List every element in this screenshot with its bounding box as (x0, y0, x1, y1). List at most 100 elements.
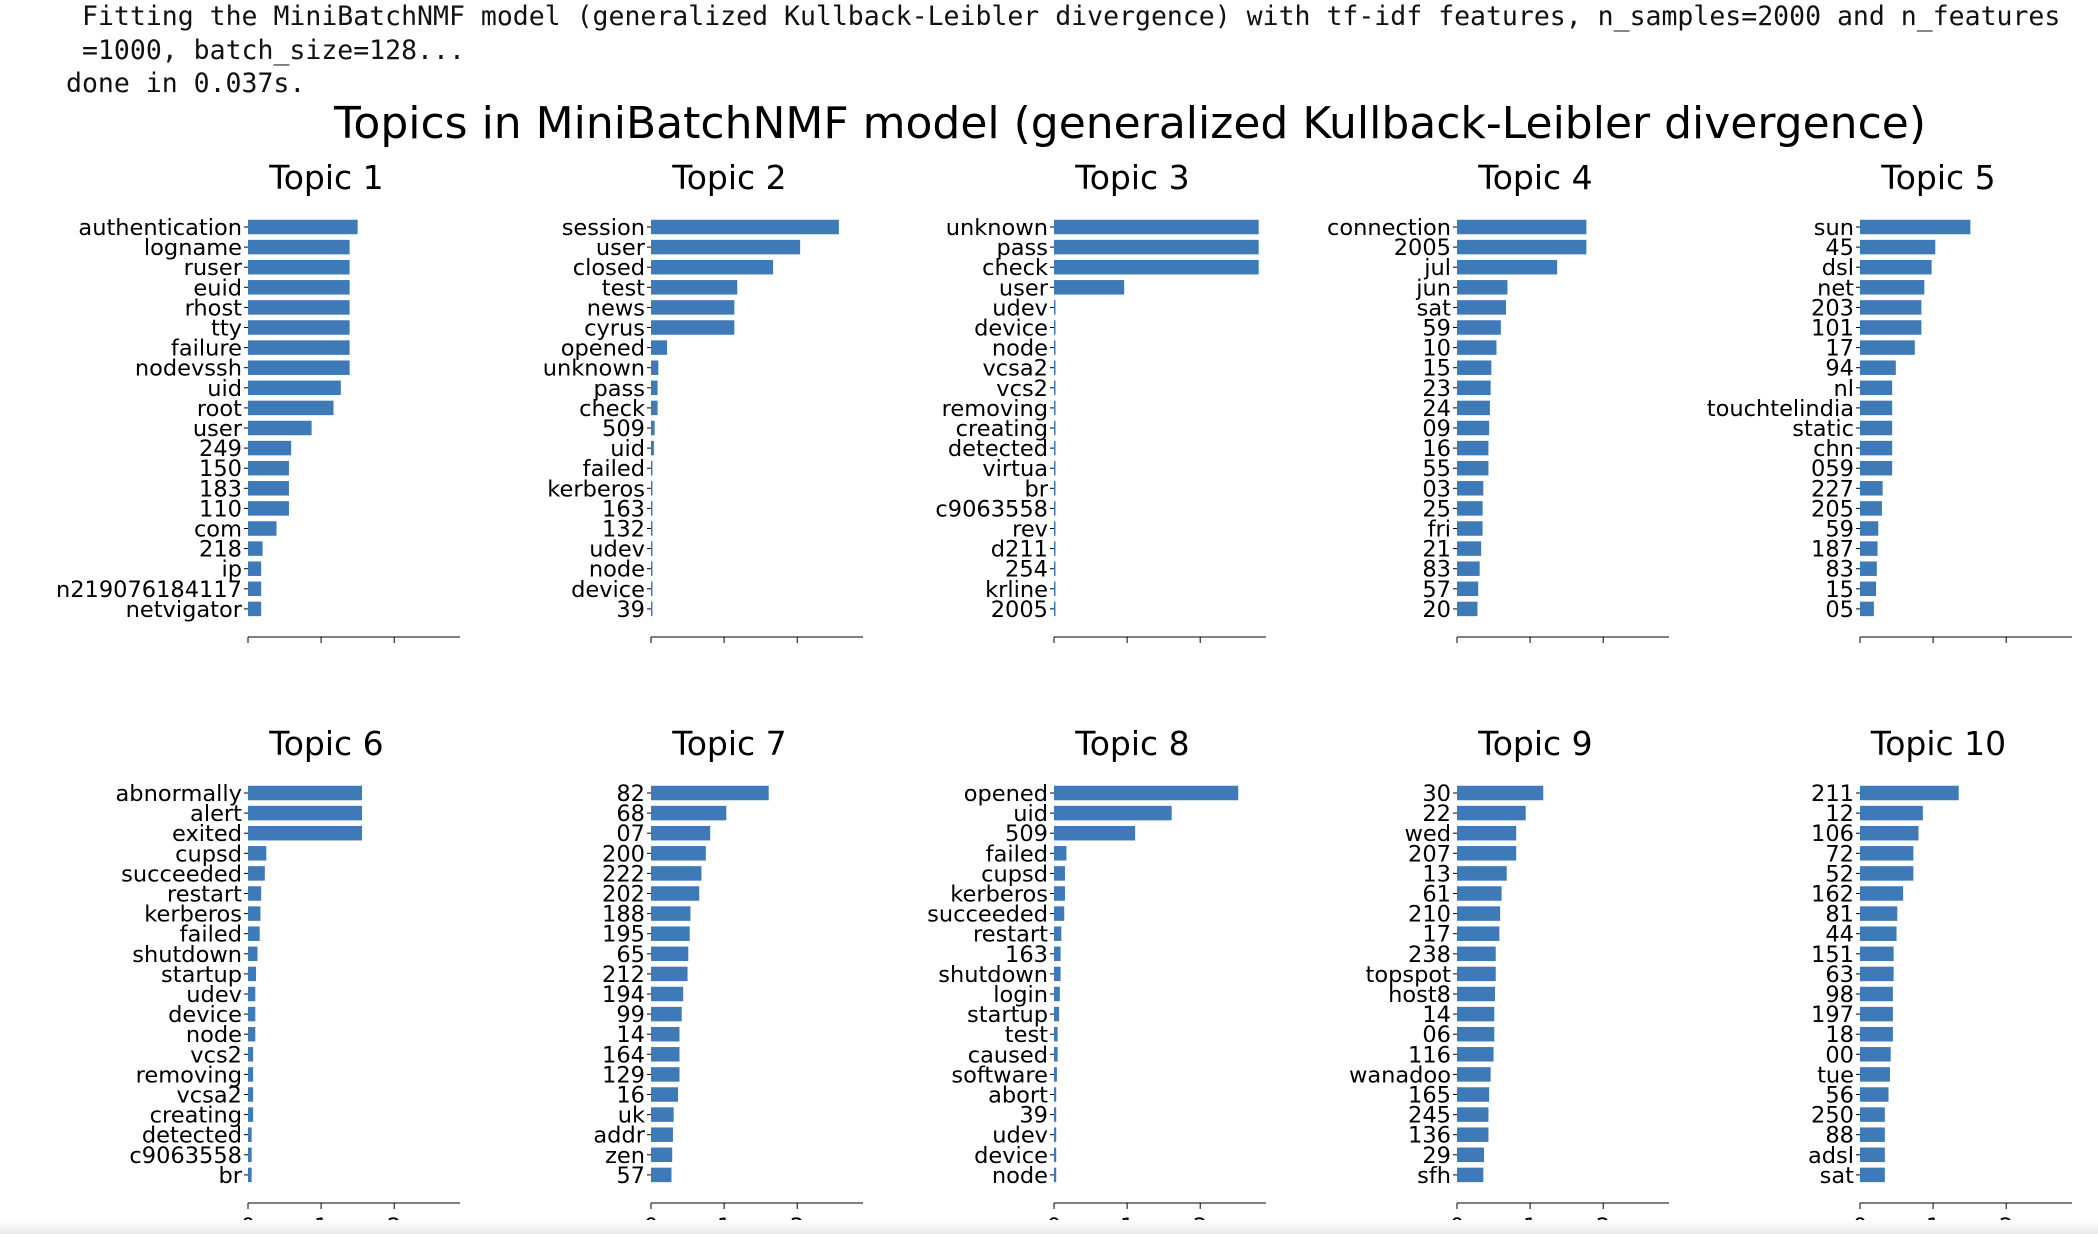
y-tick-label: user (596, 235, 646, 261)
bar (248, 1127, 252, 1142)
y-tick-label: opened (561, 336, 645, 362)
y-tick-label: uid (610, 436, 645, 462)
y-tick-label: 88 (1825, 1123, 1854, 1149)
y-tick-label: ruser (184, 255, 243, 281)
bar (1860, 1026, 1893, 1042)
bar (1457, 1147, 1485, 1163)
y-tick-label: software (951, 1062, 1048, 1088)
bar (1054, 300, 1056, 315)
y-tick-label: 25 (1422, 496, 1451, 522)
bar (1457, 906, 1501, 921)
y-tick-label: sat (1820, 1163, 1855, 1189)
y-tick-label: 163 (1005, 942, 1048, 968)
topic-panel-1: Topic 1 authenticationlognamerusereuidrho… (56, 158, 460, 643)
y-tick-label: unknown (946, 215, 1048, 241)
y-tick-label: 30 (1422, 781, 1451, 807)
y-tick-label: 72 (1825, 841, 1854, 867)
y-tick-label: krline (985, 577, 1048, 603)
bar (248, 380, 341, 396)
bar (1054, 946, 1061, 962)
bar (651, 320, 735, 335)
bar (1860, 259, 1932, 275)
y-tick-label: failed (180, 922, 242, 948)
bar (1054, 1006, 1060, 1022)
bar (1054, 1026, 1058, 1042)
bar (248, 966, 257, 982)
bar (651, 300, 735, 315)
bar (1054, 1167, 1057, 1183)
bar (1054, 825, 1136, 841)
bar (1054, 846, 1067, 861)
y-tick-label: 2005 (1394, 235, 1451, 261)
y-tick-label: removing (942, 396, 1048, 422)
bar (1860, 380, 1893, 396)
bar (1457, 481, 1484, 496)
bar (1860, 320, 1922, 335)
topic-panel-7: Topic 7 826807200222202188195652121949914… (593, 724, 863, 1234)
bar (1054, 866, 1065, 881)
bar (1054, 785, 1239, 801)
bar (1054, 521, 1056, 536)
bar (1457, 1047, 1494, 1062)
y-tick-label: 183 (199, 476, 242, 502)
bar (1457, 601, 1478, 617)
y-tick-label: 55 (1422, 456, 1451, 482)
y-tick-label: vcs2 (190, 1042, 242, 1068)
y-tick-label: succeeded (927, 902, 1048, 928)
bar (651, 1167, 672, 1183)
y-tick-label: node (992, 1163, 1048, 1189)
y-tick-label: 150 (199, 456, 242, 482)
bar (248, 300, 350, 315)
y-tick-label: vcsa2 (982, 356, 1048, 382)
bar (1457, 986, 1496, 1002)
bar (248, 926, 260, 941)
bar (1054, 1087, 1057, 1102)
y-tick-label: 56 (1825, 1083, 1854, 1109)
topic-panel-9: Topic 9 3022wed207136121017238topspothost… (1349, 724, 1669, 1234)
y-tick-label: authentication (78, 215, 242, 241)
y-tick-label: device (974, 1143, 1048, 1169)
bar (1054, 460, 1056, 476)
y-tick-label: 57 (616, 1163, 645, 1189)
bar (1457, 825, 1517, 841)
y-tick-label: closed (573, 255, 645, 281)
y-tick-label: c9063558 (129, 1143, 242, 1169)
bar (1054, 581, 1056, 597)
y-tick-label: cupsd (981, 861, 1048, 887)
bar (1860, 581, 1877, 597)
bar (248, 946, 258, 962)
bar (651, 460, 653, 476)
y-tick-label: vcsa2 (176, 1083, 242, 1109)
y-tick-label: node (186, 1022, 242, 1048)
bar (651, 481, 653, 496)
topic-panels: Topic 1 authenticationlognamerusereuidrho… (56, 158, 2072, 1234)
y-tick-label: kerberos (950, 882, 1048, 908)
bar (651, 340, 668, 355)
bar (248, 886, 262, 901)
y-tick-label: 24 (1422, 396, 1451, 422)
topic-panel-6: Topic 6 abnormallyalertexitedcupsdsucceed… (116, 724, 460, 1234)
bar (1457, 886, 1502, 901)
bar (1860, 1167, 1885, 1183)
y-tick-label: user (193, 416, 243, 442)
y-tick-label: dsl (1822, 255, 1854, 281)
bar (1054, 420, 1056, 436)
y-tick-label: 29 (1422, 1143, 1451, 1169)
bar (651, 846, 706, 861)
panel-title: Topic 7 (671, 724, 787, 763)
bar (1860, 906, 1898, 921)
panel-title: Topic 3 (1074, 158, 1190, 197)
y-tick-label: unknown (543, 356, 645, 382)
bar (1054, 280, 1125, 295)
bar (1860, 846, 1914, 861)
bar (1054, 541, 1056, 556)
y-tick-label: 197 (1811, 1002, 1854, 1028)
y-tick-label: 13 (1422, 861, 1451, 887)
bar (651, 380, 658, 396)
bar (1457, 1107, 1489, 1122)
y-tick-label: addr (593, 1123, 645, 1149)
bar (1860, 1127, 1885, 1142)
y-tick-label: check (982, 255, 1048, 281)
bar (248, 1147, 252, 1163)
y-tick-label: 83 (1422, 557, 1451, 583)
